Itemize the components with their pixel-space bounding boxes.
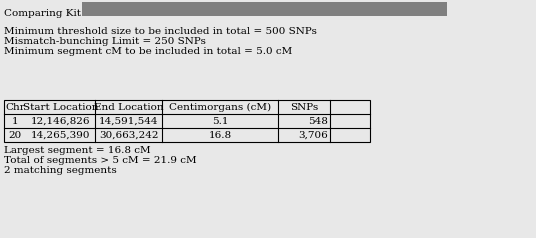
Bar — [4, 100, 370, 142]
Text: 1: 1 — [12, 116, 18, 125]
Text: 20: 20 — [9, 130, 21, 139]
Text: 14,265,390: 14,265,390 — [31, 130, 90, 139]
Bar — [82, 2, 447, 16]
Text: 14,591,544: 14,591,544 — [99, 116, 158, 125]
Text: 548: 548 — [308, 116, 328, 125]
Text: 5.1: 5.1 — [212, 116, 228, 125]
Text: Mismatch-bunching Limit = 250 SNPs: Mismatch-bunching Limit = 250 SNPs — [4, 37, 206, 46]
Text: Largest segment = 16.8 cM: Largest segment = 16.8 cM — [4, 146, 151, 155]
Text: End Location: End Location — [94, 103, 163, 111]
Text: Start Location: Start Location — [23, 103, 98, 111]
Text: 2 matching segments: 2 matching segments — [4, 166, 117, 175]
Text: Minimum segment cM to be included in total = 5.0 cM: Minimum segment cM to be included in tot… — [4, 47, 292, 56]
Text: 12,146,826: 12,146,826 — [31, 116, 90, 125]
Text: Centimorgans (cM): Centimorgans (cM) — [169, 102, 271, 112]
Text: 3,706: 3,706 — [298, 130, 328, 139]
Text: Minimum threshold size to be included in total = 500 SNPs: Minimum threshold size to be included in… — [4, 27, 317, 36]
Text: Total of segments > 5 cM = 21.9 cM: Total of segments > 5 cM = 21.9 cM — [4, 156, 197, 165]
Text: Chr: Chr — [5, 103, 25, 111]
Text: Comparing Kit: Comparing Kit — [4, 9, 81, 18]
Text: 30,663,242: 30,663,242 — [99, 130, 158, 139]
Text: 16.8: 16.8 — [209, 130, 232, 139]
Text: SNPs: SNPs — [290, 103, 318, 111]
